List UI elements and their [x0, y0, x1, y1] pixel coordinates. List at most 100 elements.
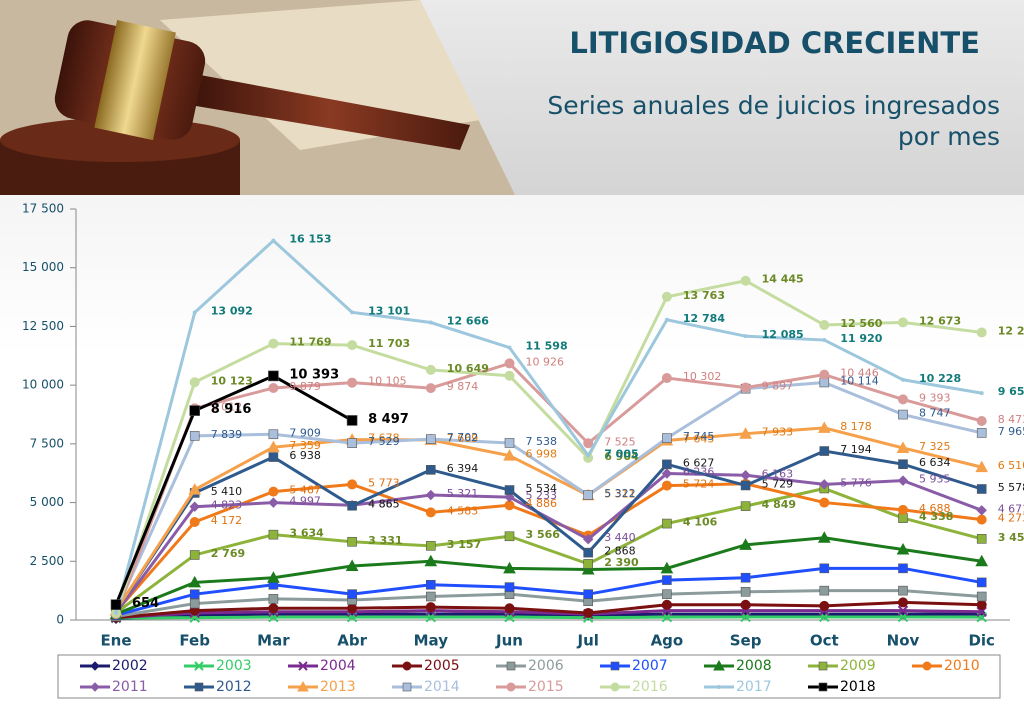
series-line: [114, 449, 983, 612]
marker: [192, 310, 197, 315]
value-label: 9 874: [447, 380, 479, 393]
legend-label: 2003: [216, 658, 252, 674]
series-line: [115, 589, 982, 618]
legend-label: 2018: [840, 679, 876, 695]
marker: [583, 547, 594, 558]
value-label: 10 446: [840, 367, 879, 380]
value-label: 9 659: [998, 385, 1024, 398]
value-label: 5 729: [762, 477, 794, 490]
legend-label: 2016: [632, 679, 668, 695]
marker: [268, 452, 279, 462]
marker: [428, 320, 433, 325]
marker: [976, 327, 987, 338]
marker: [504, 603, 515, 614]
value-label: 9 012: [211, 400, 243, 413]
value-label: 12 560: [840, 317, 882, 330]
marker: [898, 459, 908, 469]
value-label: 7 529: [368, 435, 400, 448]
value-label: 4 823: [211, 499, 243, 512]
value-label: 8 916: [211, 402, 252, 417]
marker: [504, 491, 515, 503]
marker: [345, 559, 359, 571]
marker: [922, 661, 932, 671]
marker: [347, 536, 357, 547]
x-tick-label: Jul: [576, 632, 598, 650]
marker: [822, 338, 827, 343]
marker: [661, 468, 673, 479]
value-label: 6 163: [762, 467, 794, 480]
value-label: 4 273: [998, 512, 1024, 525]
marker: [347, 377, 358, 388]
marker: [503, 449, 516, 461]
marker: [267, 571, 280, 583]
value-label: 5 935: [919, 473, 951, 486]
marker: [740, 572, 751, 583]
marker: [976, 577, 987, 588]
marker: [819, 563, 830, 574]
marker: [583, 607, 594, 618]
marker: [662, 433, 672, 443]
y-tick-label: 10 000: [22, 378, 64, 392]
x-tick-label: Oct: [810, 632, 839, 650]
marker: [425, 489, 437, 501]
marker: [425, 602, 436, 613]
legend-label: 2011: [112, 679, 148, 695]
marker: [664, 317, 669, 322]
marker: [739, 538, 752, 550]
marker: [819, 585, 830, 596]
marker: [976, 599, 987, 610]
gavel-image: [0, 0, 515, 195]
marker: [90, 682, 100, 692]
marker: [660, 561, 674, 574]
value-label: 16 153: [289, 233, 331, 246]
y-tick-label: 12 500: [22, 319, 64, 333]
marker: [819, 479, 830, 490]
value-label: 10 393: [289, 367, 339, 382]
marker: [662, 575, 672, 585]
value-label: 7 965: [998, 425, 1024, 438]
value-label: 7 194: [840, 443, 872, 456]
marker: [819, 369, 830, 380]
marker: [819, 320, 830, 331]
subtitle: Series anuales de juicios ingresados: [547, 91, 1000, 120]
marker: [740, 599, 751, 610]
value-label: 6 938: [289, 449, 321, 462]
value-label: 4 688: [919, 502, 951, 515]
series-line: [115, 600, 982, 620]
value-label: 5 578: [998, 481, 1024, 494]
marker: [425, 364, 436, 375]
marker: [188, 483, 202, 495]
marker: [739, 427, 752, 439]
y-tick-label: 2 500: [30, 554, 64, 568]
marker: [581, 562, 595, 575]
value-label: 6 627: [683, 456, 715, 469]
value-label: 11 598: [526, 340, 568, 353]
legend-label: 2013: [320, 679, 356, 695]
value-label: 5 724: [683, 478, 715, 491]
value-label: 5 321: [447, 487, 479, 500]
value-label: 5 467: [289, 484, 321, 497]
value-label: 9 393: [919, 391, 951, 404]
series-line: [115, 486, 983, 615]
value-label: 11 769: [289, 336, 331, 349]
marker: [976, 484, 987, 494]
value-label: 5 233: [526, 489, 558, 502]
marker: [975, 460, 989, 473]
marker: [740, 501, 751, 511]
marker: [503, 561, 516, 574]
value-label: 10 302: [683, 370, 722, 383]
marker: [897, 605, 909, 616]
marker: [425, 591, 436, 602]
value-label: 9 879: [289, 380, 321, 393]
series-line: [115, 612, 982, 621]
marker: [819, 446, 830, 456]
marker: [425, 579, 436, 590]
value-label: 11 703: [368, 337, 410, 350]
marker: [898, 585, 908, 596]
value-label: 3 440: [604, 531, 636, 544]
value-label: 10 123: [211, 374, 253, 387]
value-label: 13 763: [683, 289, 725, 302]
title: LITIGIOSIDAD CRECIENTE: [569, 26, 980, 60]
y-tick-label: 0: [56, 613, 64, 627]
